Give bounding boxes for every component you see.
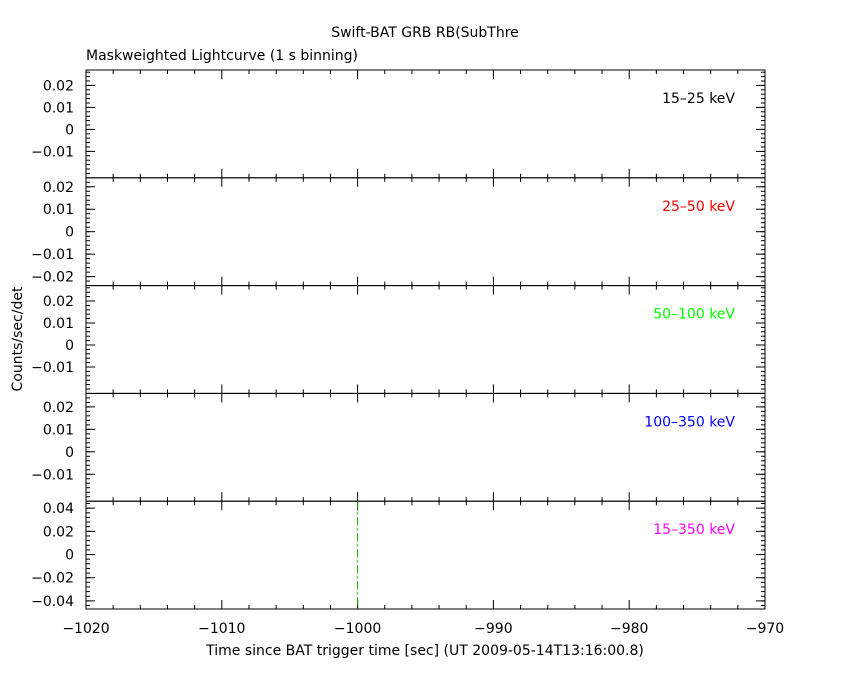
x-tick-label: −1000 (334, 621, 381, 637)
y-tick-label: 0 (65, 548, 74, 564)
y-tick-label: 0.01 (43, 202, 74, 218)
y-tick-label: 0 (65, 338, 74, 354)
band-label: 50–100 keV (653, 307, 735, 323)
y-tick-label: −0.01 (31, 467, 74, 483)
panels-group: −0.01 0 0.01 0.02 15–25 keV −0.02 −0.01 0 0.01 0.… (31, 69, 784, 637)
y-tick-label: 0 (65, 445, 74, 461)
x-tick-label: −1010 (198, 621, 245, 637)
y-tick-label: 0.02 (43, 524, 74, 540)
band-label: 15–25 keV (662, 91, 735, 107)
y-tick-label: 0.02 (43, 400, 74, 416)
y-tick-label: 0.04 (43, 501, 74, 517)
x-tick-label: −990 (474, 621, 512, 637)
y-tick-label: 0 (65, 225, 74, 241)
band-label: 100–350 keV (644, 414, 735, 430)
y-tick-label: 0.01 (43, 422, 74, 438)
y-axis-label: Counts/sec/det (10, 286, 26, 391)
panel-frame (85, 392, 766, 502)
y-tick-label: 0.01 (43, 316, 74, 332)
y-tick-label: −0.01 (31, 247, 74, 263)
y-tick-label: 0.02 (43, 294, 74, 310)
y-tick-label: 0.02 (43, 78, 74, 94)
chart-subtitle: Maskweighted Lightcurve (1 s binning) (86, 48, 358, 64)
x-tick-label: −970 (746, 621, 784, 637)
y-tick-label: −0.01 (31, 360, 74, 376)
panel-frame (85, 285, 766, 394)
y-tick-label: −0.01 (31, 144, 74, 160)
band-label: 15–350 keV (653, 522, 735, 538)
band-label: 25–50 keV (662, 199, 735, 215)
panel-frame (85, 177, 766, 287)
x-tick-label: −980 (610, 621, 648, 637)
y-tick-label: 0 (65, 122, 74, 138)
y-tick-label: −0.04 (31, 594, 74, 610)
panel-frame (85, 69, 766, 179)
x-tick-label: −1020 (62, 621, 109, 637)
chart-title: Swift-BAT GRB RB(SubThre (331, 25, 519, 41)
panel-frame (85, 500, 766, 610)
y-tick-label: −0.02 (31, 270, 74, 286)
y-tick-label: 0.01 (43, 100, 74, 116)
y-tick-label: −0.02 (31, 571, 74, 587)
y-tick-label: 0.02 (43, 180, 74, 196)
x-axis-label: Time since BAT trigger time [sec] (UT 20… (205, 643, 644, 659)
